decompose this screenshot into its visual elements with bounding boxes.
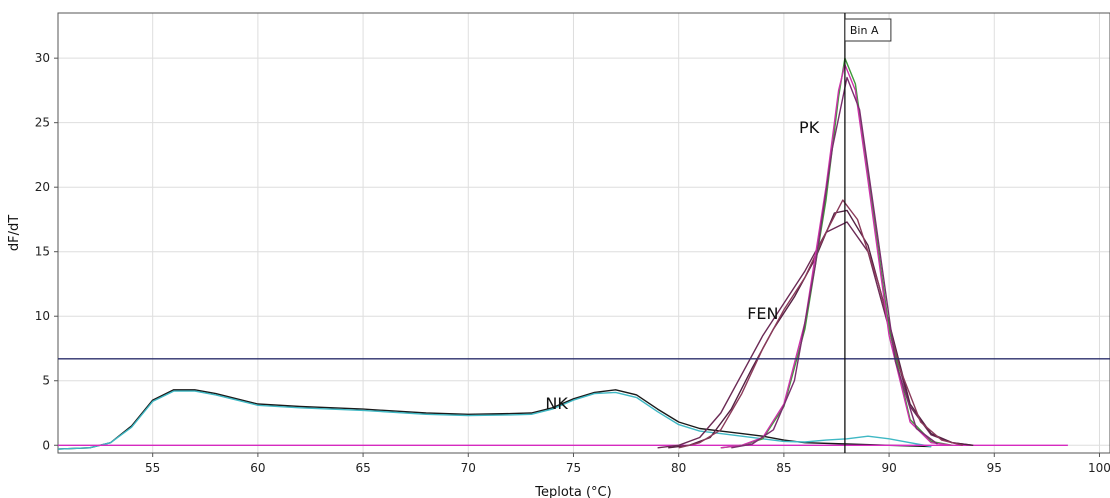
series-line (57, 390, 932, 450)
series-line (720, 57, 953, 449)
y-axis-title: dF/dT (7, 215, 22, 251)
plot-frame (57, 12, 1110, 454)
y-tick-label: 25 (35, 116, 50, 130)
x-tick-label: 85 (776, 461, 791, 475)
x-ticks: 55 60 65 70 75 80 85 90 95 100 (145, 453, 1110, 475)
y-tick-label: 20 (35, 180, 50, 194)
annotation-label: PK (799, 118, 820, 137)
bin-a-box (844, 18, 892, 42)
y-tick-label: 30 (35, 51, 50, 65)
y-tick-label: 15 (35, 245, 50, 259)
x-tick-label: 55 (145, 461, 160, 475)
x-tick-label: 100 (1088, 461, 1110, 475)
annotation-label: FEN (747, 304, 778, 323)
x-axis-title: Teplota (°C) (534, 485, 611, 498)
series-group (57, 57, 1068, 450)
x-tick-label: 70 (461, 461, 476, 475)
y-tick-label: 10 (35, 309, 50, 323)
series-line (668, 209, 974, 449)
x-tick-label: 65 (355, 461, 370, 475)
x-tick-label: 95 (987, 461, 1002, 475)
bin-a-label: Bin A (850, 24, 879, 37)
series-line (678, 199, 963, 449)
x-tick-label: 80 (671, 461, 686, 475)
y-ticks: 0 5 10 15 20 25 30 (35, 51, 58, 452)
annotations: PK FEN NK (545, 118, 819, 413)
y-tick-label: 0 (42, 438, 50, 452)
series-line (57, 389, 932, 450)
bin-a-label-box[interactable]: Bin A (844, 18, 892, 42)
grid (58, 13, 1110, 453)
series-line (720, 63, 953, 449)
annotation-label: NK (545, 394, 568, 413)
y-tick-label: 5 (42, 374, 50, 388)
x-tick-label: 90 (881, 461, 896, 475)
x-tick-label: 75 (566, 461, 581, 475)
x-tick-label: 60 (250, 461, 265, 475)
series-line (731, 76, 938, 449)
